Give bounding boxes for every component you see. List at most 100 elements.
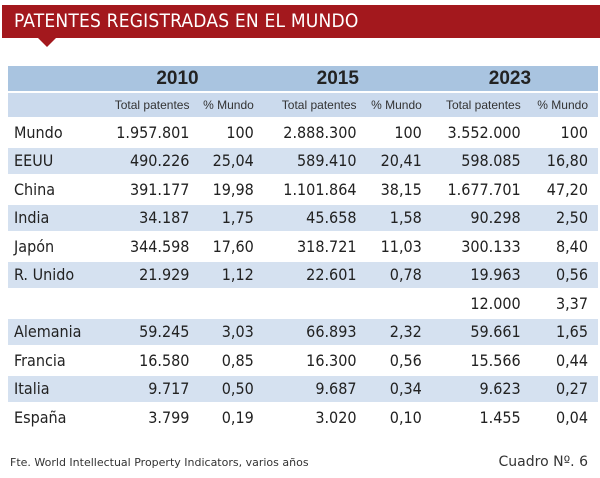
total-patents-cell: 1.677.701 <box>447 179 521 199</box>
percent-world-cell: 20,41 <box>356 147 422 174</box>
percent-world-cell: 1,65 <box>520 318 598 345</box>
percent-world-cell: 2,50 <box>520 204 598 231</box>
country-label: R. Unido <box>8 261 102 288</box>
total-patents-cell: 1.101.864 <box>283 179 357 199</box>
percent-world-cell: 1,12 <box>189 261 254 288</box>
percent-world-cell: 0,34 <box>356 375 422 402</box>
column-header: Total patentes <box>253 93 357 117</box>
total-patents-cell: 318.721 <box>297 236 357 256</box>
total-patents-cell: 59.661 <box>421 318 521 345</box>
table-row: 12.000 3,37 <box>8 290 598 317</box>
total-patents-cell: 300.133 <box>461 236 521 256</box>
total-patents-cell: 490.226 <box>101 147 190 174</box>
table-row: Italia 9.717 0,50 9.687 0,34 9.623 0,27 <box>8 375 598 402</box>
percent-world-cell: 0,56 <box>520 261 598 288</box>
percent-world-cell: 1,58 <box>356 204 422 231</box>
country-label: EEUU <box>8 147 102 174</box>
year-header: 2010 <box>101 66 254 91</box>
percent-world-cell: 1,75 <box>189 204 254 231</box>
total-patents-cell: 391.177 <box>129 179 190 199</box>
percent-world-cell: 25,04 <box>189 147 254 174</box>
country-label: Alemania <box>8 318 102 345</box>
empty-header-cell <box>8 93 102 117</box>
percent-world-cell: 100 <box>560 122 588 142</box>
column-header: Total patentes <box>421 93 521 117</box>
percent-world-cell: 8,40 <box>555 236 588 256</box>
percent-world-cell: 0,50 <box>189 375 254 402</box>
total-patents-cell: 344.598 <box>129 236 190 256</box>
total-patents-cell: 9.687 <box>253 375 357 402</box>
country-label <box>8 290 101 317</box>
total-patents-cell: 12.000 <box>470 293 521 313</box>
total-patents-cell: 3.799 <box>148 407 190 427</box>
percent-world-cell: 2,32 <box>356 318 422 345</box>
year-header: 2023 <box>421 66 598 91</box>
table-row: EEUU 490.226 25,04 589.410 20,41 598.085 16,80 <box>8 147 598 174</box>
table-row: India 34.187 1,75 45.658 1,58 90.298 2,50 <box>8 204 598 231</box>
percent-world-cell: 17,60 <box>212 236 254 256</box>
percent-world-cell: 3,37 <box>555 293 588 313</box>
percent-world-cell: 47,20 <box>546 179 588 199</box>
year-header: 2015 <box>253 66 422 91</box>
percent-world-cell: 0,27 <box>520 375 598 402</box>
source-note: Fte. World Intellectual Property Indicat… <box>10 456 309 469</box>
table-row: Japón 344.598 17,60 318.721 11,03 300.133 8,40 <box>8 233 598 260</box>
total-patents-cell: 90.298 <box>421 204 521 231</box>
percent-world-cell: 16,80 <box>520 147 598 174</box>
total-patents-cell: 9.623 <box>421 375 521 402</box>
total-patents-cell: 16.580 <box>139 350 190 370</box>
country-label: China <box>14 179 56 199</box>
percent-world-cell <box>189 290 253 317</box>
total-patents-cell: 59.245 <box>101 318 190 345</box>
table-row: China 391.177 19,98 1.101.864 38,15 1.677.701… <box>8 176 598 203</box>
total-patents-cell <box>101 290 189 317</box>
table-row: Mundo 1.957.801 100 2.888.300 100 3.552.000 10… <box>8 119 598 146</box>
total-patents-cell: 1.957.801 <box>116 122 190 142</box>
country-label: Japón <box>14 236 55 256</box>
subheader-row: Total patentes % Mundo Total patentes % … <box>8 93 598 117</box>
column-header: % Mundo <box>189 93 254 117</box>
table-row: Francia 16.580 0,85 16.300 0,56 15.566 0,44 <box>8 347 598 374</box>
percent-world-cell: 0,04 <box>555 407 588 427</box>
total-patents-cell: 1.455 <box>479 407 521 427</box>
year-header-row: 2010 2015 2023 <box>8 66 598 91</box>
percent-world-cell: 11,03 <box>380 236 422 256</box>
total-patents-cell: 22.601 <box>253 261 357 288</box>
table-number: Cuadro Nº. 6 <box>498 454 588 470</box>
total-patents-cell: 589.410 <box>253 147 357 174</box>
country-label: España <box>14 407 67 427</box>
percent-world-cell: 0,78 <box>356 261 422 288</box>
percent-world-cell <box>357 290 422 317</box>
title-banner: PATENTES REGISTRADAS EN EL MUNDO <box>2 5 600 38</box>
total-patents-cell: 19.963 <box>421 261 521 288</box>
total-patents-cell: 2.888.300 <box>283 122 357 142</box>
patents-table: 2010 2015 2023 Total patentes % Mundo To… <box>8 64 598 433</box>
total-patents-cell: 21.929 <box>101 261 190 288</box>
column-header: Total patentes <box>101 93 190 117</box>
percent-world-cell: 0,85 <box>221 350 254 370</box>
total-patents-cell: 15.566 <box>470 350 521 370</box>
table-row: R. Unido 21.929 1,12 22.601 0,78 19.963 0,56 <box>8 261 598 288</box>
total-patents-cell <box>254 290 357 317</box>
empty-header-cell <box>8 66 102 91</box>
total-patents-cell: 3.020 <box>315 407 357 427</box>
column-header: % Mundo <box>356 93 422 117</box>
banner-pointer <box>38 38 56 47</box>
page-title: PATENTES REGISTRADAS EN EL MUNDO <box>14 10 359 32</box>
percent-world-cell: 100 <box>226 122 254 142</box>
country-label: Italia <box>8 375 102 402</box>
total-patents-cell: 34.187 <box>101 204 190 231</box>
column-header: % Mundo <box>520 93 598 117</box>
percent-world-cell: 100 <box>394 122 422 142</box>
percent-world-cell: 0,44 <box>555 350 588 370</box>
percent-world-cell: 3,03 <box>189 318 254 345</box>
percent-world-cell: 0,10 <box>389 407 422 427</box>
total-patents-cell: 3.552.000 <box>447 122 521 142</box>
table-row: Alemania 59.245 3,03 66.893 2,32 59.661 1,65 <box>8 318 598 345</box>
table-row: España 3.799 0,19 3.020 0,10 1.455 0,04 <box>8 404 598 431</box>
percent-world-cell: 38,15 <box>380 179 422 199</box>
total-patents-cell: 9.717 <box>101 375 190 402</box>
country-label: Francia <box>14 350 66 370</box>
country-label: India <box>8 204 102 231</box>
total-patents-cell: 16.300 <box>306 350 357 370</box>
